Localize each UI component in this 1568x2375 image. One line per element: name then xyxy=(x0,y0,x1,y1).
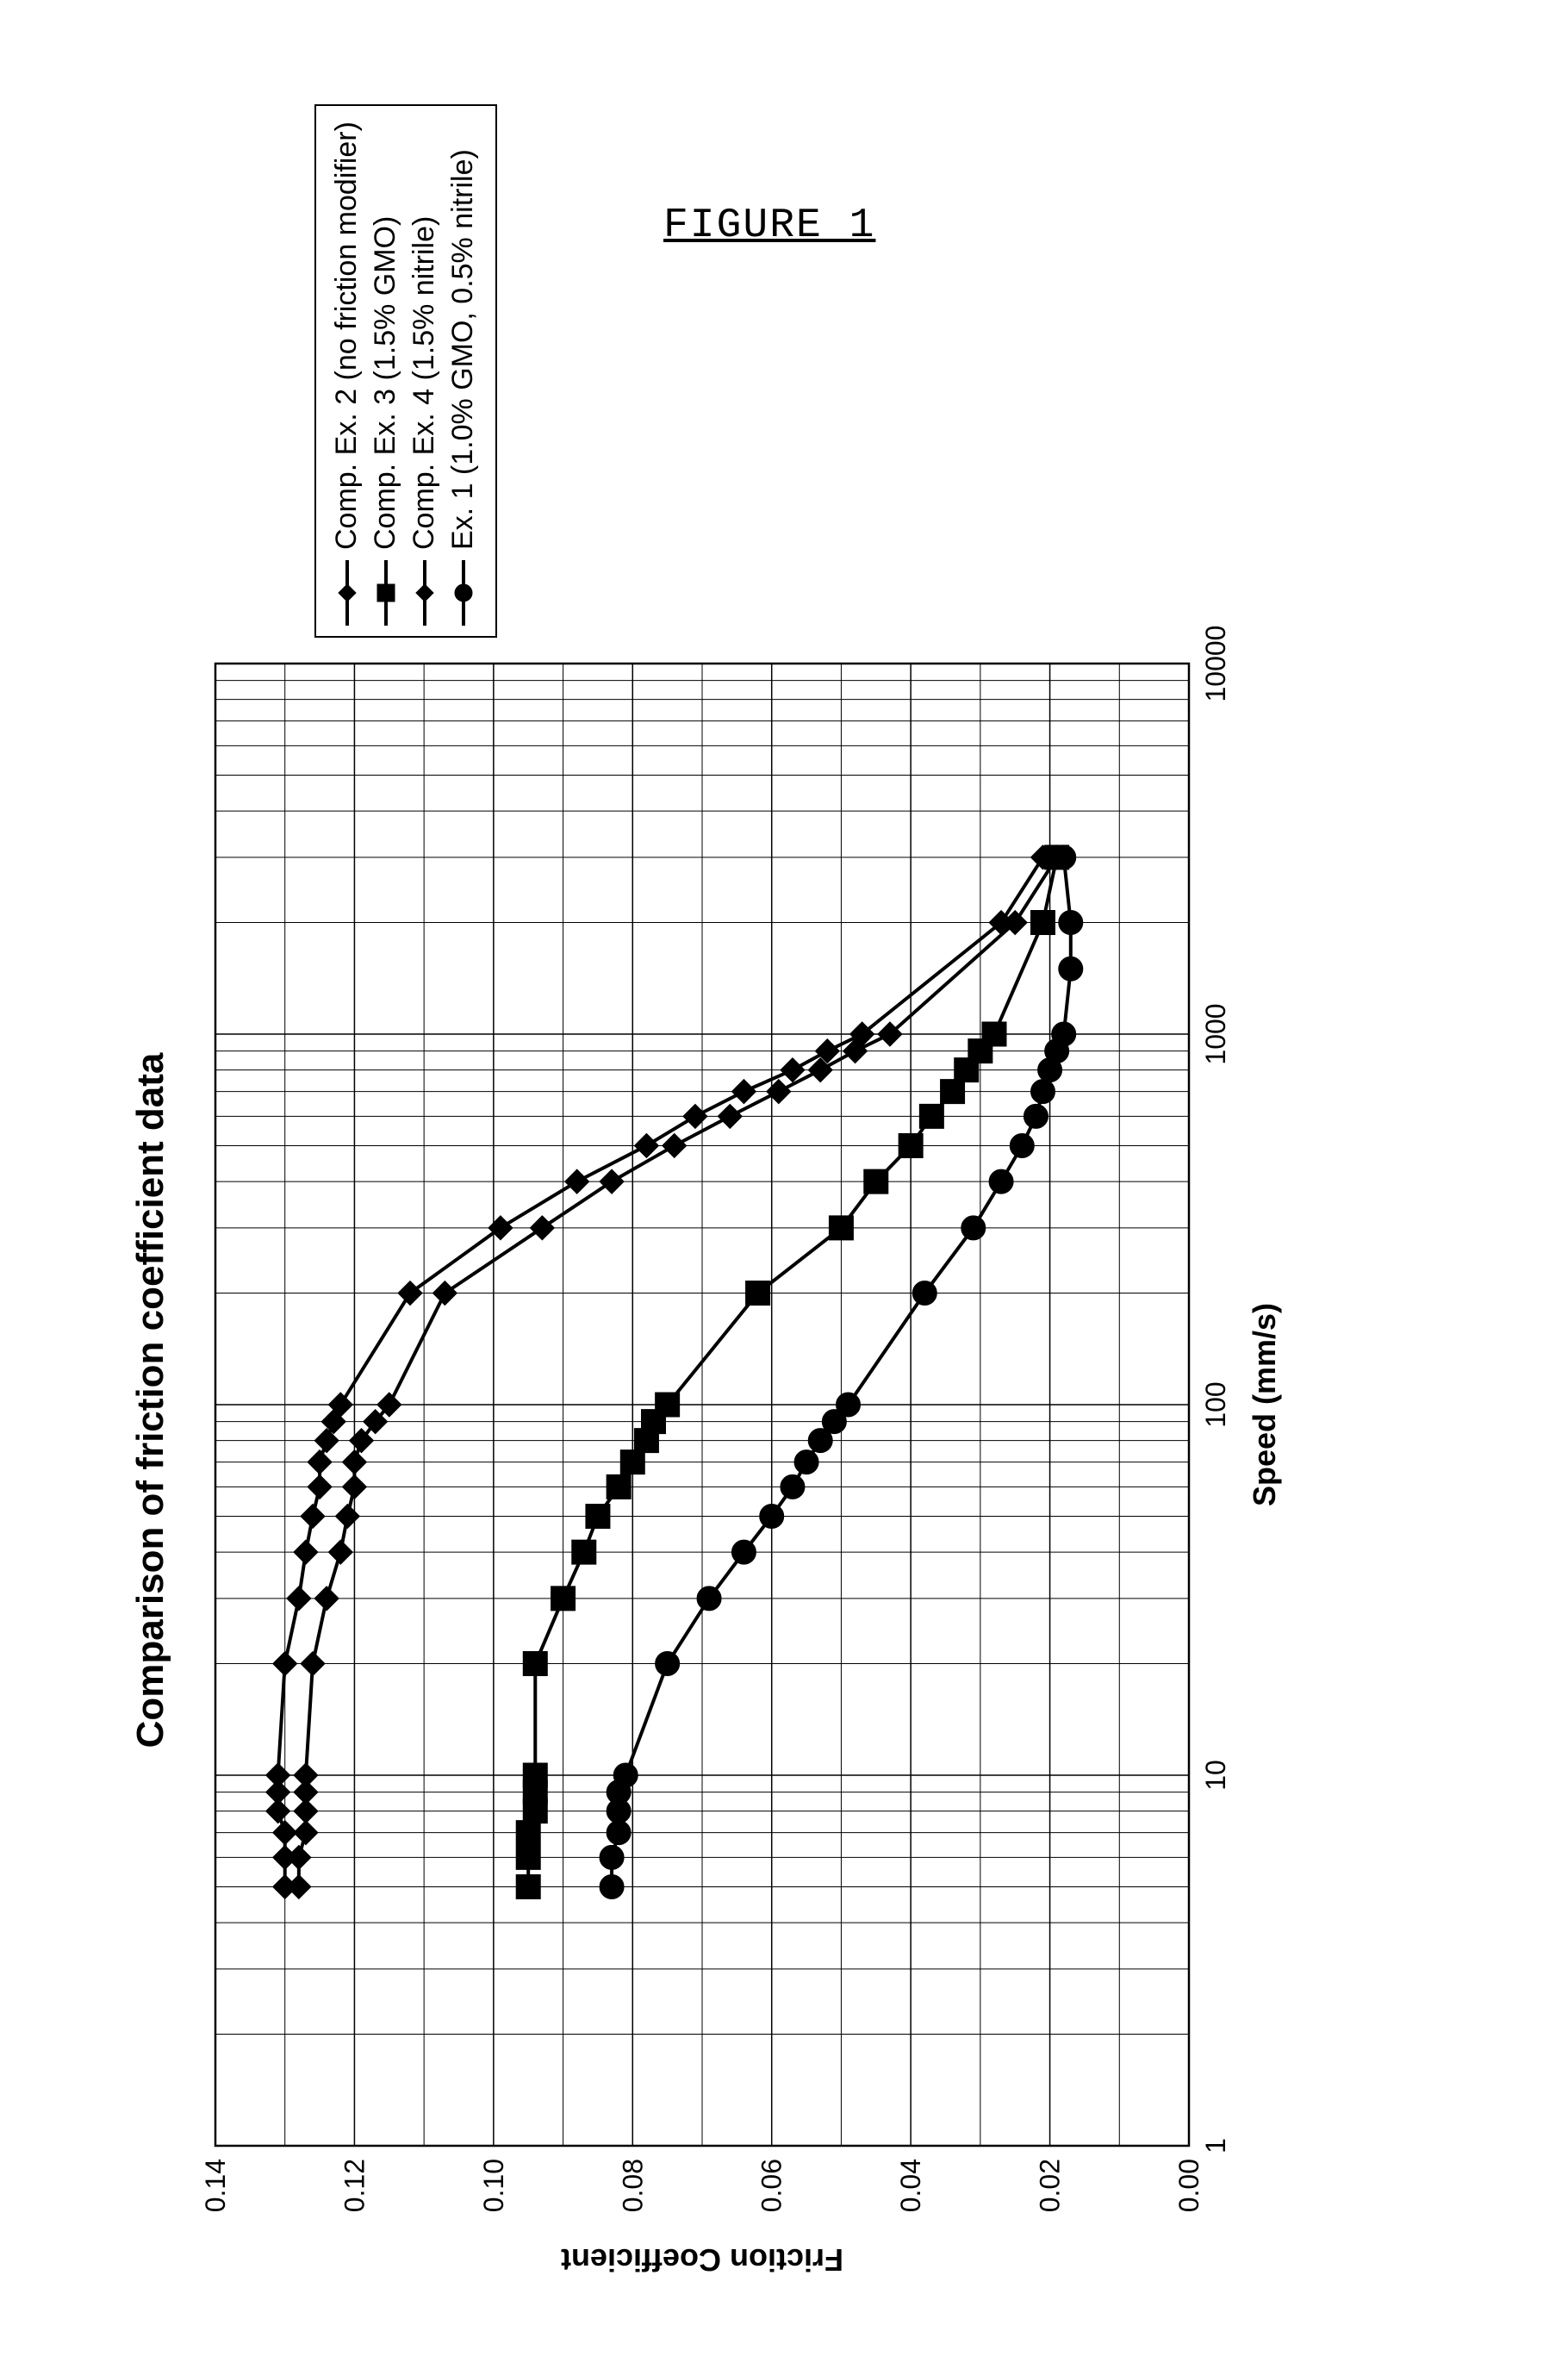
legend-swatch xyxy=(451,558,476,627)
legend-swatch xyxy=(334,558,360,627)
svg-text:10: 10 xyxy=(1200,1760,1231,1791)
chart-container: Comparison of friction coefficient data … xyxy=(112,241,1456,2310)
svg-text:1: 1 xyxy=(1200,2138,1231,2154)
svg-text:0.00: 0.00 xyxy=(1173,2159,1204,2212)
svg-text:0.08: 0.08 xyxy=(617,2159,648,2212)
svg-text:Friction Coefficient: Friction Coefficient xyxy=(561,2242,843,2278)
svg-text:0.06: 0.06 xyxy=(756,2159,787,2212)
legend-item: Comp. Ex. 3 (1.5% GMO) xyxy=(369,122,402,627)
chart-plot: 0.00 0.02 0.04 0.06 0.08 0.10 0.12 0.14 Friction… xyxy=(112,241,1456,2310)
legend-swatch xyxy=(373,558,399,627)
svg-text:Speed (mm/s): Speed (mm/s) xyxy=(1247,1303,1282,1506)
legend-swatch xyxy=(412,558,438,627)
legend-item: Comp. Ex. 4 (1.5% nitrile) xyxy=(408,122,441,627)
svg-text:1000: 1000 xyxy=(1200,1003,1231,1064)
page-root: FIGURE 1 Comparison of friction coeffici… xyxy=(0,0,1568,2375)
chart-title: Comparison of friction coefficient data xyxy=(129,491,172,2310)
svg-text:0.02: 0.02 xyxy=(1035,2159,1066,2212)
legend-label: Ex. 1 (1.0% GMO, 0.5% nitrile) xyxy=(446,149,480,550)
legend-label: Comp. Ex. 3 (1.5% GMO) xyxy=(369,216,402,550)
svg-text:10000: 10000 xyxy=(1200,626,1231,702)
chart-legend: Comp. Ex. 2 (no friction modifier)Comp. … xyxy=(314,104,497,638)
svg-text:0.14: 0.14 xyxy=(200,2159,231,2212)
legend-label: Comp. Ex. 2 (no friction modifier) xyxy=(330,122,364,550)
svg-text:0.10: 0.10 xyxy=(478,2159,509,2212)
legend-item: Ex. 1 (1.0% GMO, 0.5% nitrile) xyxy=(446,122,480,627)
svg-text:0.04: 0.04 xyxy=(895,2159,926,2212)
legend-item: Comp. Ex. 2 (no friction modifier) xyxy=(330,122,364,627)
legend-label: Comp. Ex. 4 (1.5% nitrile) xyxy=(408,216,441,550)
svg-text:0.12: 0.12 xyxy=(339,2159,370,2212)
svg-text:100: 100 xyxy=(1200,1381,1231,1427)
